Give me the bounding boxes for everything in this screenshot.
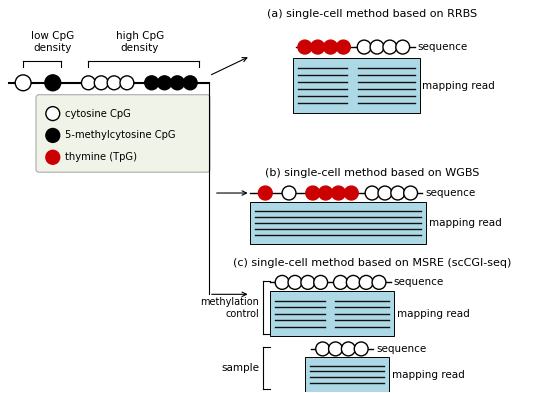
- Circle shape: [328, 342, 343, 356]
- Circle shape: [311, 40, 324, 54]
- Circle shape: [120, 76, 134, 90]
- Circle shape: [378, 186, 392, 200]
- Circle shape: [170, 76, 184, 90]
- FancyBboxPatch shape: [293, 58, 420, 113]
- Circle shape: [404, 186, 417, 200]
- Text: thymine (TpG): thymine (TpG): [65, 152, 136, 162]
- Text: mapping read: mapping read: [422, 81, 495, 91]
- Circle shape: [344, 186, 358, 200]
- Circle shape: [288, 275, 302, 289]
- Circle shape: [391, 186, 405, 200]
- Circle shape: [370, 40, 384, 54]
- Circle shape: [46, 129, 60, 142]
- Text: sequence: sequence: [417, 42, 468, 52]
- Text: sample: sample: [222, 363, 260, 373]
- Text: mapping read: mapping read: [430, 218, 502, 228]
- Circle shape: [183, 76, 197, 90]
- Circle shape: [318, 186, 333, 200]
- Circle shape: [383, 40, 397, 54]
- Circle shape: [372, 275, 386, 289]
- Circle shape: [298, 40, 312, 54]
- Text: (a) single-cell method based on RRBS: (a) single-cell method based on RRBS: [267, 9, 477, 19]
- Text: mapping read: mapping read: [397, 309, 470, 319]
- Circle shape: [258, 186, 272, 200]
- Circle shape: [275, 275, 289, 289]
- Text: (c) single-cell method based on MSRE (scCGI-seq): (c) single-cell method based on MSRE (sc…: [233, 257, 512, 268]
- Circle shape: [396, 40, 410, 54]
- Text: low CpG
density: low CpG density: [31, 31, 74, 53]
- Circle shape: [337, 40, 350, 54]
- Circle shape: [346, 275, 360, 289]
- Circle shape: [358, 40, 371, 54]
- Circle shape: [45, 75, 60, 91]
- Circle shape: [314, 275, 328, 289]
- Circle shape: [333, 275, 348, 289]
- Circle shape: [46, 151, 60, 164]
- Circle shape: [46, 107, 60, 121]
- Circle shape: [323, 40, 338, 54]
- Text: 5-methylcytosine CpG: 5-methylcytosine CpG: [65, 130, 175, 140]
- Circle shape: [316, 342, 329, 356]
- Text: sequence: sequence: [394, 277, 444, 287]
- Text: cytosine CpG: cytosine CpG: [65, 108, 130, 119]
- Circle shape: [107, 76, 121, 90]
- FancyBboxPatch shape: [250, 202, 426, 244]
- FancyBboxPatch shape: [36, 95, 210, 172]
- Circle shape: [365, 186, 379, 200]
- Text: sequence: sequence: [376, 344, 426, 354]
- Text: mapping read: mapping read: [392, 370, 465, 380]
- Text: sequence: sequence: [426, 188, 476, 198]
- Text: high CpG
density: high CpG density: [116, 31, 164, 53]
- Circle shape: [301, 275, 315, 289]
- Circle shape: [282, 186, 296, 200]
- Circle shape: [359, 275, 373, 289]
- Circle shape: [306, 186, 320, 200]
- FancyBboxPatch shape: [305, 357, 389, 391]
- Circle shape: [15, 75, 31, 91]
- Text: (b) single-cell method based on WGBS: (b) single-cell method based on WGBS: [265, 168, 479, 178]
- FancyBboxPatch shape: [270, 291, 394, 336]
- Circle shape: [157, 76, 172, 90]
- Circle shape: [94, 76, 108, 90]
- Circle shape: [145, 76, 158, 90]
- Circle shape: [81, 76, 95, 90]
- Circle shape: [342, 342, 355, 356]
- Circle shape: [354, 342, 368, 356]
- Circle shape: [332, 186, 345, 200]
- Text: methylation
control: methylation control: [201, 297, 260, 318]
